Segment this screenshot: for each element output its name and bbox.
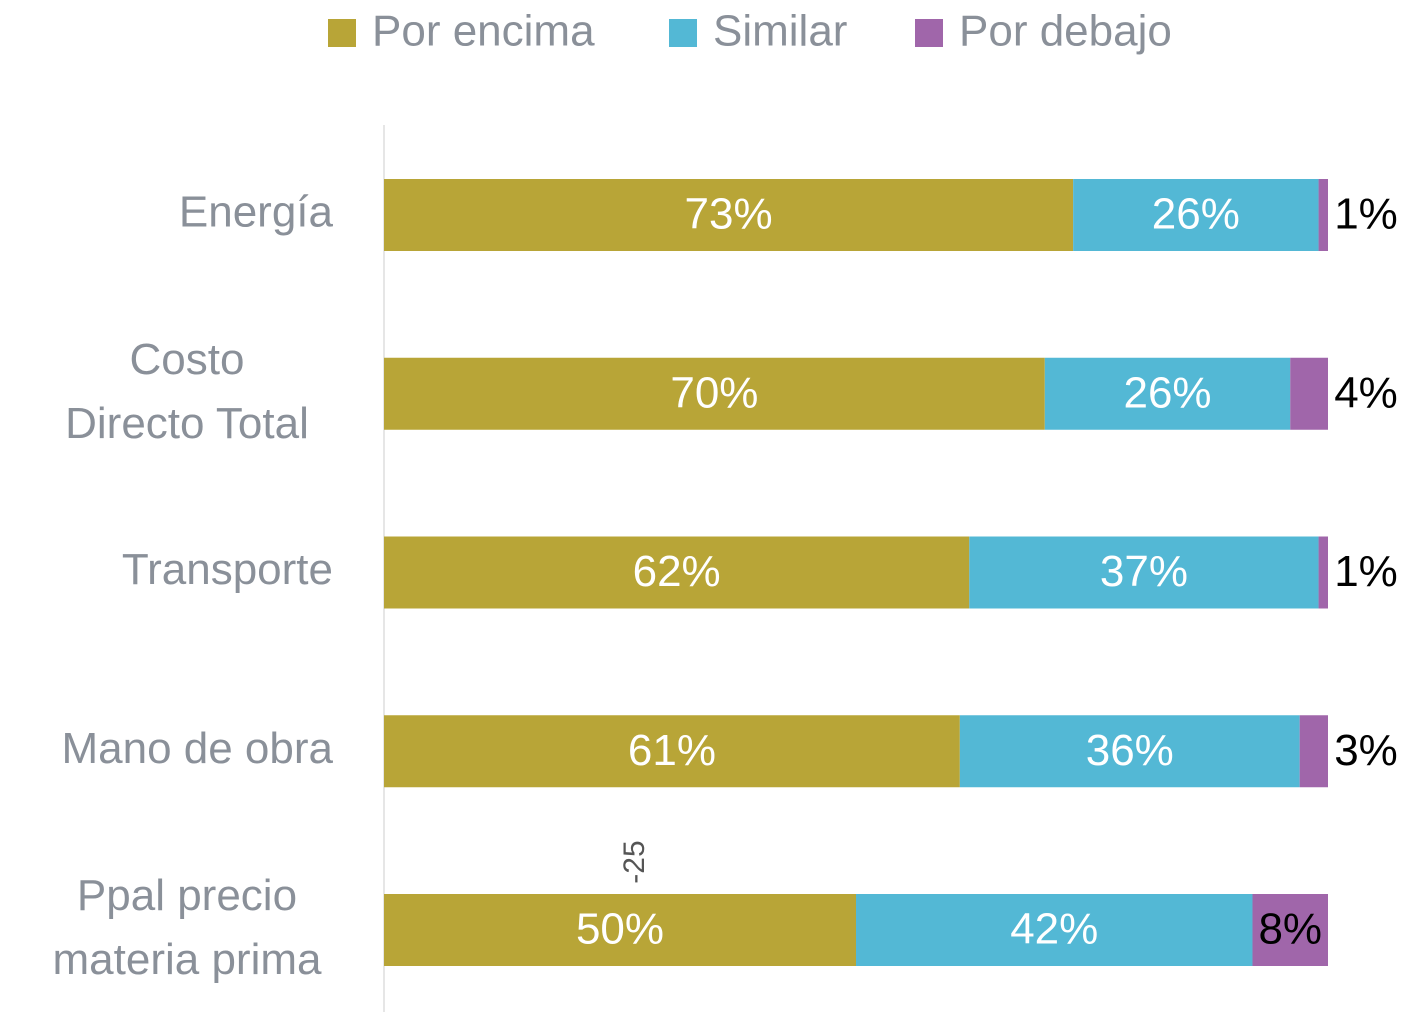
value-label: 73% [685,190,773,239]
value-label: 61% [628,726,716,775]
value-label: 50% [576,905,664,954]
annotation: -25 [618,840,651,883]
value-label: 26% [1152,190,1240,239]
bar-segment [1290,357,1328,430]
bar-segment [1318,179,1328,251]
bar-segment [1073,179,1319,251]
value-label: 1% [1334,190,1398,239]
category-label: Ppal precio materia prima [53,871,322,984]
category-label: Costo Directo Total [65,334,309,447]
category-label: Energía [179,188,334,237]
legend-label: Similar [713,7,847,56]
legend-label: Por debajo [959,7,1172,56]
bar-segment [1044,357,1291,430]
legend-swatch [328,19,356,47]
category-label: Transporte [122,545,333,594]
value-label: 4% [1334,368,1398,417]
bar-segment [969,536,1319,609]
bar-segment [1252,894,1328,966]
bar-segment [856,894,1253,966]
bar-segment [1318,536,1328,609]
bar-segment [384,536,970,609]
value-label: 3% [1334,726,1398,775]
bar-segment [959,715,1300,788]
value-label: 42% [1010,905,1098,954]
value-label: 26% [1123,368,1211,417]
bar-segment [384,715,960,788]
value-label: 8% [1258,905,1322,954]
bar-segment [384,179,1074,251]
legend-swatch [915,19,943,47]
legend-label: Por encima [372,7,595,56]
bar-segment [384,894,856,966]
bar-segment [384,357,1045,430]
value-label: 1% [1334,547,1398,596]
value-label: 37% [1100,547,1188,596]
value-label: 62% [633,547,721,596]
category-label: Mano de obra [61,724,333,773]
value-label: 70% [670,368,758,417]
legend-swatch [669,19,697,47]
value-label: 36% [1086,726,1174,775]
bar-segment [1299,715,1328,788]
